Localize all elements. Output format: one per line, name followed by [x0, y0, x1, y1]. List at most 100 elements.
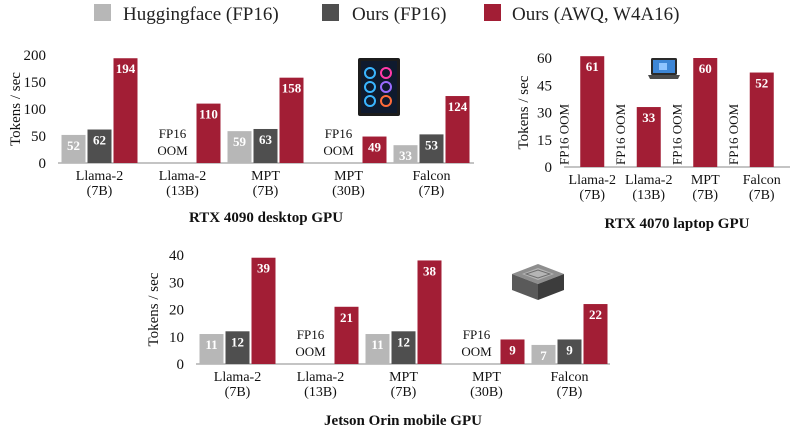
data-label: 60: [699, 61, 712, 76]
x-category-label: Falcon: [550, 370, 588, 385]
oom-label-line2: OOM: [323, 143, 354, 158]
x-category-label: MPT: [472, 370, 501, 385]
y-tick-label: 60: [537, 51, 552, 67]
x-category-sublabel: (7B): [419, 184, 445, 199]
y-tick-label: 0: [177, 357, 185, 373]
bar-huggingface-fp16: [393, 145, 418, 163]
legend-label-ours-awq: Ours (AWQ, W4A16): [512, 4, 680, 25]
x-category-label: MPT: [251, 169, 280, 184]
legend-swatch-huggingface: [94, 4, 111, 21]
y-axis-title: Tokens / sec: [516, 75, 532, 149]
x-category-sublabel: (30B): [470, 385, 503, 400]
oom-label: FP16 OOM: [613, 104, 628, 165]
x-category-label: Llama-2: [297, 370, 344, 385]
x-category-label: MPT: [334, 169, 363, 184]
y-tick-label: 200: [24, 48, 47, 64]
oom-label-line2: OOM: [461, 344, 492, 359]
data-label: 49: [368, 140, 382, 155]
bar-ours-awq-w4a16: [445, 96, 470, 163]
x-category-sublabel: (7B): [579, 188, 605, 203]
data-label: 11: [205, 337, 217, 352]
x-category-label: Llama-2: [569, 173, 616, 188]
oom-label: FP16: [297, 327, 325, 342]
bar-ours-awq-w4a16: [196, 103, 221, 163]
data-label: 33: [642, 110, 656, 125]
chart-rtx4070: 0 15 30 45 60 Tokens / sec RTX 4070 laptop GPU…: [516, 51, 790, 232]
data-label: 124: [448, 99, 468, 114]
bar-ours-awq-w4a16: [636, 107, 661, 167]
data-label: 38: [423, 263, 437, 278]
data-label: 9: [509, 342, 516, 357]
chart-title: RTX 4070 laptop GPU: [605, 216, 750, 232]
data-label: 59: [233, 134, 247, 149]
legend-label-huggingface: Huggingface (FP16): [123, 4, 279, 25]
data-label: 12: [231, 334, 244, 349]
oom-label: FP16 OOM: [726, 104, 741, 165]
legend-swatch-ours-awq: [484, 4, 501, 21]
y-tick-label: 10: [169, 330, 184, 346]
x-category-sublabel: (7B): [225, 385, 251, 400]
y-tick-label: 40: [169, 248, 184, 264]
y-tick-label: 30: [537, 106, 552, 122]
bar-ours-awq-w4a16: [417, 260, 442, 364]
bar-ours-fp16: [253, 128, 278, 163]
oom-label: FP16 OOM: [556, 104, 571, 165]
bar-huggingface-fp16: [199, 334, 224, 364]
x-category-sublabel: (7B): [557, 385, 583, 400]
legend-label-ours-fp16: Ours (FP16): [352, 4, 446, 25]
bar-ours-fp16: [87, 129, 112, 163]
data-label: 33: [399, 148, 413, 163]
data-label: 39: [257, 261, 271, 276]
data-label: 11: [371, 337, 383, 352]
x-category-label: Falcon: [743, 173, 781, 188]
oom-label-line2: OOM: [295, 344, 326, 359]
y-tick-label: 20: [169, 303, 184, 319]
x-category-sublabel: (30B): [332, 184, 365, 199]
oom-label: FP16 OOM: [669, 104, 684, 165]
chart-jetson-orin: 0 10 20 30 40 Tokens / sec Jetson Orin mobile …: [146, 248, 610, 429]
x-category-sublabel: (7B): [253, 184, 279, 199]
bar-ours-awq-w4a16: [334, 306, 359, 364]
jetson-module-icon: [512, 264, 564, 300]
y-tick-label: 0: [39, 156, 47, 172]
y-tick-label: 0: [545, 160, 553, 176]
bar-ours-fp16: [557, 339, 582, 364]
x-category-sublabel: (7B): [391, 385, 417, 400]
bar-ours-awq-w4a16: [693, 58, 718, 167]
bar-ours-fp16: [225, 331, 250, 364]
bar-huggingface-fp16: [365, 334, 390, 364]
data-label: 52: [755, 76, 768, 91]
bar-ours-awq-w4a16: [500, 339, 525, 364]
y-axis-title: Tokens / sec: [8, 72, 24, 146]
x-category-label: Llama-2: [76, 169, 123, 184]
oom-label: FP16: [463, 327, 491, 342]
oom-label-line2: OOM: [157, 143, 188, 158]
bar-huggingface-fp16: [531, 344, 556, 364]
bar-ours-awq-w4a16: [113, 58, 138, 163]
desktop-pc-icon: [358, 58, 400, 116]
data-label: 21: [340, 310, 353, 325]
bar-ours-awq-w4a16: [251, 257, 276, 364]
bar-ours-awq-w4a16: [580, 56, 605, 167]
y-tick-label: 100: [24, 102, 47, 118]
x-category-sublabel: (7B): [87, 184, 113, 199]
x-category-sublabel: (7B): [692, 188, 718, 203]
bar-ours-fp16: [391, 331, 416, 364]
data-label: 62: [93, 133, 106, 148]
x-category-label: MPT: [389, 370, 418, 385]
data-label: 9: [566, 342, 573, 357]
data-label: 7: [540, 348, 547, 363]
y-axis-title: Tokens / sec: [146, 272, 162, 346]
oom-label: FP16: [159, 126, 187, 141]
bar-huggingface-fp16: [227, 131, 252, 163]
bar-ours-awq-w4a16: [279, 77, 304, 163]
oom-label: FP16: [325, 126, 353, 141]
y-tick-label: 150: [24, 75, 47, 91]
data-label: 194: [116, 61, 136, 76]
y-tick-label: 50: [31, 129, 46, 145]
legend-swatch-ours-fp16: [322, 4, 339, 21]
data-label: 53: [425, 137, 439, 152]
x-category-label: Llama-2: [214, 370, 261, 385]
data-label: 63: [259, 132, 273, 147]
